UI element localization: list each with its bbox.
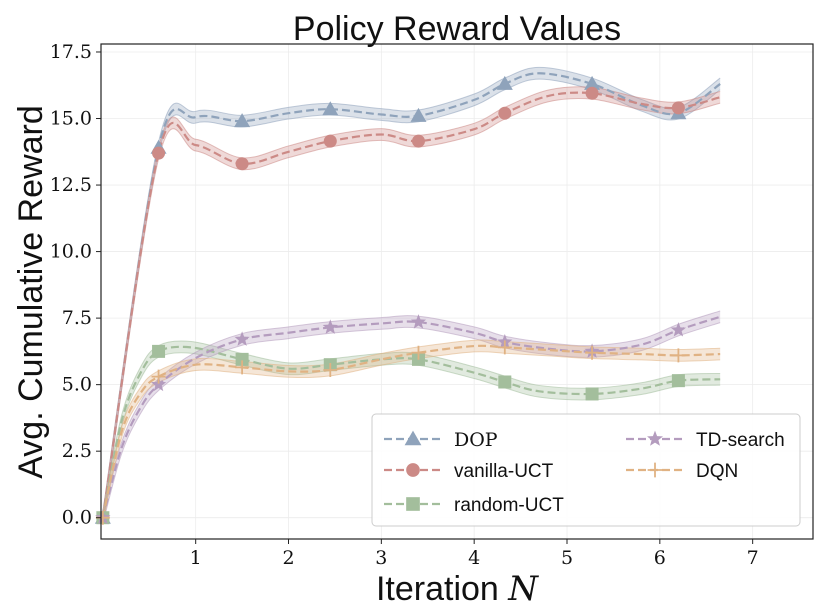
dop-marker xyxy=(322,101,339,116)
td-search-marker xyxy=(322,319,338,334)
td-search-marker xyxy=(234,331,250,346)
x-tick-label: 3 xyxy=(375,547,387,569)
series-lines xyxy=(101,72,721,518)
y-tick-label: 17.5 xyxy=(50,41,92,63)
dqn-marker xyxy=(411,345,426,360)
td-search-marker xyxy=(670,322,687,337)
y-tick-label: 7.5 xyxy=(62,307,92,329)
dqn-marker xyxy=(497,340,512,355)
dop-marker xyxy=(496,75,513,90)
random-uct-marker xyxy=(152,344,166,358)
vanilla-uct-marker xyxy=(411,134,425,148)
td-search-marker xyxy=(150,376,167,392)
td-search-line xyxy=(101,315,721,518)
legend-dop-marker xyxy=(404,430,422,446)
legend-random-uct-label: random-UCT xyxy=(454,495,564,516)
legend: DOP vanilla-UCT random-UCT TD-search DQN xyxy=(371,413,801,527)
dqn-marker xyxy=(323,363,338,378)
legend-td-search-label: TD-search xyxy=(696,430,785,451)
dqn-marker xyxy=(671,348,686,363)
y-tick-label: 10.0 xyxy=(50,241,92,263)
vanilla-uct-line xyxy=(101,91,721,518)
plot-frame xyxy=(100,43,814,540)
vanilla-uct-marker xyxy=(585,86,599,100)
confidence-bands xyxy=(102,66,721,524)
legend-box xyxy=(371,413,801,527)
x-tick-label: 4 xyxy=(468,547,480,569)
dop-line xyxy=(101,72,721,518)
dqn-band xyxy=(102,339,721,524)
random-uct-marker xyxy=(585,387,599,401)
td-search-marker xyxy=(410,314,427,329)
dop-band-upper xyxy=(102,66,721,512)
dqn-band-upper xyxy=(102,339,721,512)
vanilla-uct-band xyxy=(102,86,721,524)
dop-marker xyxy=(410,107,427,122)
dqn-marker xyxy=(151,369,166,384)
y-tick-label: 2.5 xyxy=(62,440,92,462)
legend-vanilla-uct-marker xyxy=(406,463,420,477)
vanilla-uct-marker xyxy=(323,134,337,148)
dqn-line xyxy=(101,344,721,518)
dqn-marker xyxy=(585,345,600,360)
x-tick-label: 5 xyxy=(561,547,573,569)
dqn-band-lower xyxy=(102,351,721,524)
legend-random-uct-marker xyxy=(406,497,420,511)
legend-td-search-marker xyxy=(647,430,663,446)
dqn-marker xyxy=(235,360,250,375)
legend-dqn-label: DQN xyxy=(696,461,738,482)
y-tick-label: 0.0 xyxy=(62,507,92,529)
chart-title: Policy Reward Values xyxy=(293,10,621,48)
x-axis-label-variable: N xyxy=(507,569,539,609)
x-tick-label: 6 xyxy=(654,547,666,569)
vanilla-uct-marker xyxy=(152,146,166,160)
x-axis-label: Iteration N xyxy=(376,569,539,609)
series-markers xyxy=(94,75,687,525)
vanilla-uct-band-lower xyxy=(102,97,721,524)
y-tick-label: 15.0 xyxy=(50,108,92,130)
y-tick-label: 12.5 xyxy=(50,174,92,196)
td-search-band-lower xyxy=(102,322,721,524)
vanilla-uct-marker xyxy=(498,106,512,120)
grid xyxy=(101,44,813,539)
legend-dop-label: DOP xyxy=(454,429,498,451)
y-tick-label: 5.0 xyxy=(62,374,92,396)
x-tick-label: 7 xyxy=(747,547,759,569)
y-axis-label: Avg. Cumulative Reward xyxy=(12,105,50,479)
dop-marker xyxy=(234,113,251,128)
x-tick-label: 1 xyxy=(190,547,202,569)
vanilla-uct-marker xyxy=(235,157,249,171)
legend-dqn-marker xyxy=(647,462,663,478)
vanilla-uct-marker xyxy=(671,101,685,115)
x-axis-label-text: Iteration xyxy=(376,570,508,608)
random-uct-marker xyxy=(235,352,249,366)
x-tick-label: 2 xyxy=(282,547,294,569)
axis-ticks: 1 2 3 4 5 6 7 0.0 2.5 5.0 7.5 10.0 12.5 15.0 17.5 xyxy=(50,41,759,569)
random-uct-marker xyxy=(498,375,512,389)
random-uct-marker xyxy=(671,374,685,388)
legend-vanilla-uct-label: vanilla-UCT xyxy=(454,461,554,482)
dop-marker xyxy=(584,75,601,90)
